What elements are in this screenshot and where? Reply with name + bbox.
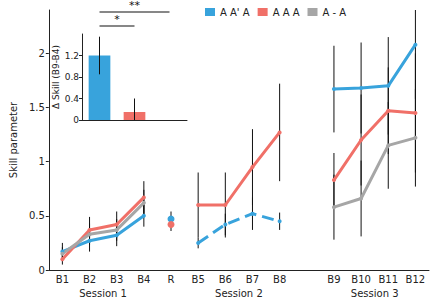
svg-text:*: * <box>114 13 120 26</box>
svg-text:B3: B3 <box>110 274 123 285</box>
svg-text:Δ Skill (B9-B4): Δ Skill (B9-B4) <box>51 45 61 109</box>
svg-text:0.4: 0.4 <box>65 94 80 104</box>
svg-text:**: ** <box>129 0 141 12</box>
svg-text:Session 3: Session 3 <box>351 288 399 299</box>
svg-text:B1: B1 <box>56 274 69 285</box>
svg-text:B8: B8 <box>273 274 286 285</box>
svg-text:B6: B6 <box>219 274 232 285</box>
svg-text:Session 2: Session 2 <box>215 288 263 299</box>
svg-text:B2: B2 <box>83 274 96 285</box>
svg-text:R: R <box>168 274 175 285</box>
svg-text:B12: B12 <box>406 274 426 285</box>
svg-text:1.2: 1.2 <box>65 51 79 61</box>
svg-text:B7: B7 <box>246 274 259 285</box>
svg-text:A A A: A A A <box>273 7 300 18</box>
svg-text:Skill parameter: Skill parameter <box>8 101 19 178</box>
svg-text:0.8: 0.8 <box>65 72 80 82</box>
svg-text:B5: B5 <box>192 274 205 285</box>
svg-text:0: 0 <box>73 115 79 125</box>
svg-text:B10: B10 <box>351 274 371 285</box>
svg-text:B11: B11 <box>378 274 398 285</box>
svg-text:1: 1 <box>38 156 44 167</box>
svg-text:A A' A: A A' A <box>220 7 250 18</box>
svg-text:B4: B4 <box>137 274 150 285</box>
svg-text:0: 0 <box>38 265 44 276</box>
svg-text:B9: B9 <box>327 274 340 285</box>
svg-text:Session 1: Session 1 <box>79 288 127 299</box>
svg-text:0.5: 0.5 <box>29 210 45 221</box>
svg-text:A - A: A - A <box>323 7 347 18</box>
svg-text:1.5: 1.5 <box>29 102 45 113</box>
svg-text:2: 2 <box>38 48 44 59</box>
